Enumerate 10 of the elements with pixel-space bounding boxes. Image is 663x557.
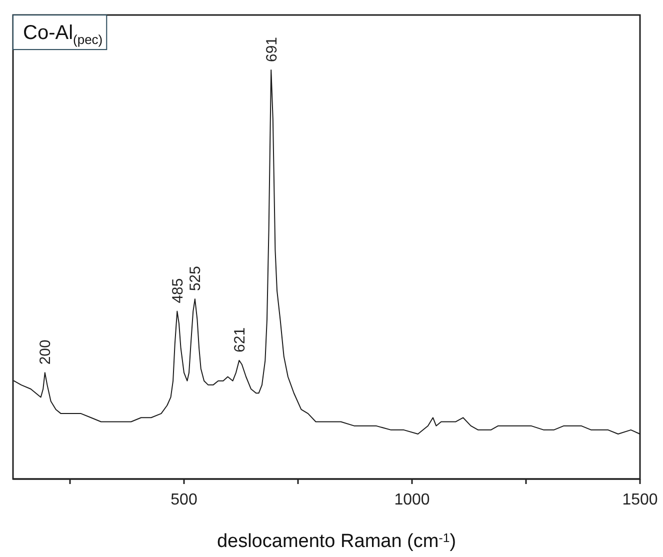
annotation: 621 — [231, 327, 248, 352]
x-tick-label: 1500 — [622, 492, 658, 509]
annotation: 691 — [263, 36, 280, 62]
annotation: 485 — [169, 278, 186, 304]
chart-title: Co-Al$_{(pec)}$ — [23, 22, 103, 47]
x-axis-title: deslocamento Raman (cm$^{-1}$) — [216, 530, 456, 552]
annotation: 525 — [187, 266, 204, 292]
x-tick-label: 500 — [170, 492, 198, 509]
x-tick-label: 1000 — [394, 492, 430, 509]
annotation: 200 — [37, 340, 54, 365]
